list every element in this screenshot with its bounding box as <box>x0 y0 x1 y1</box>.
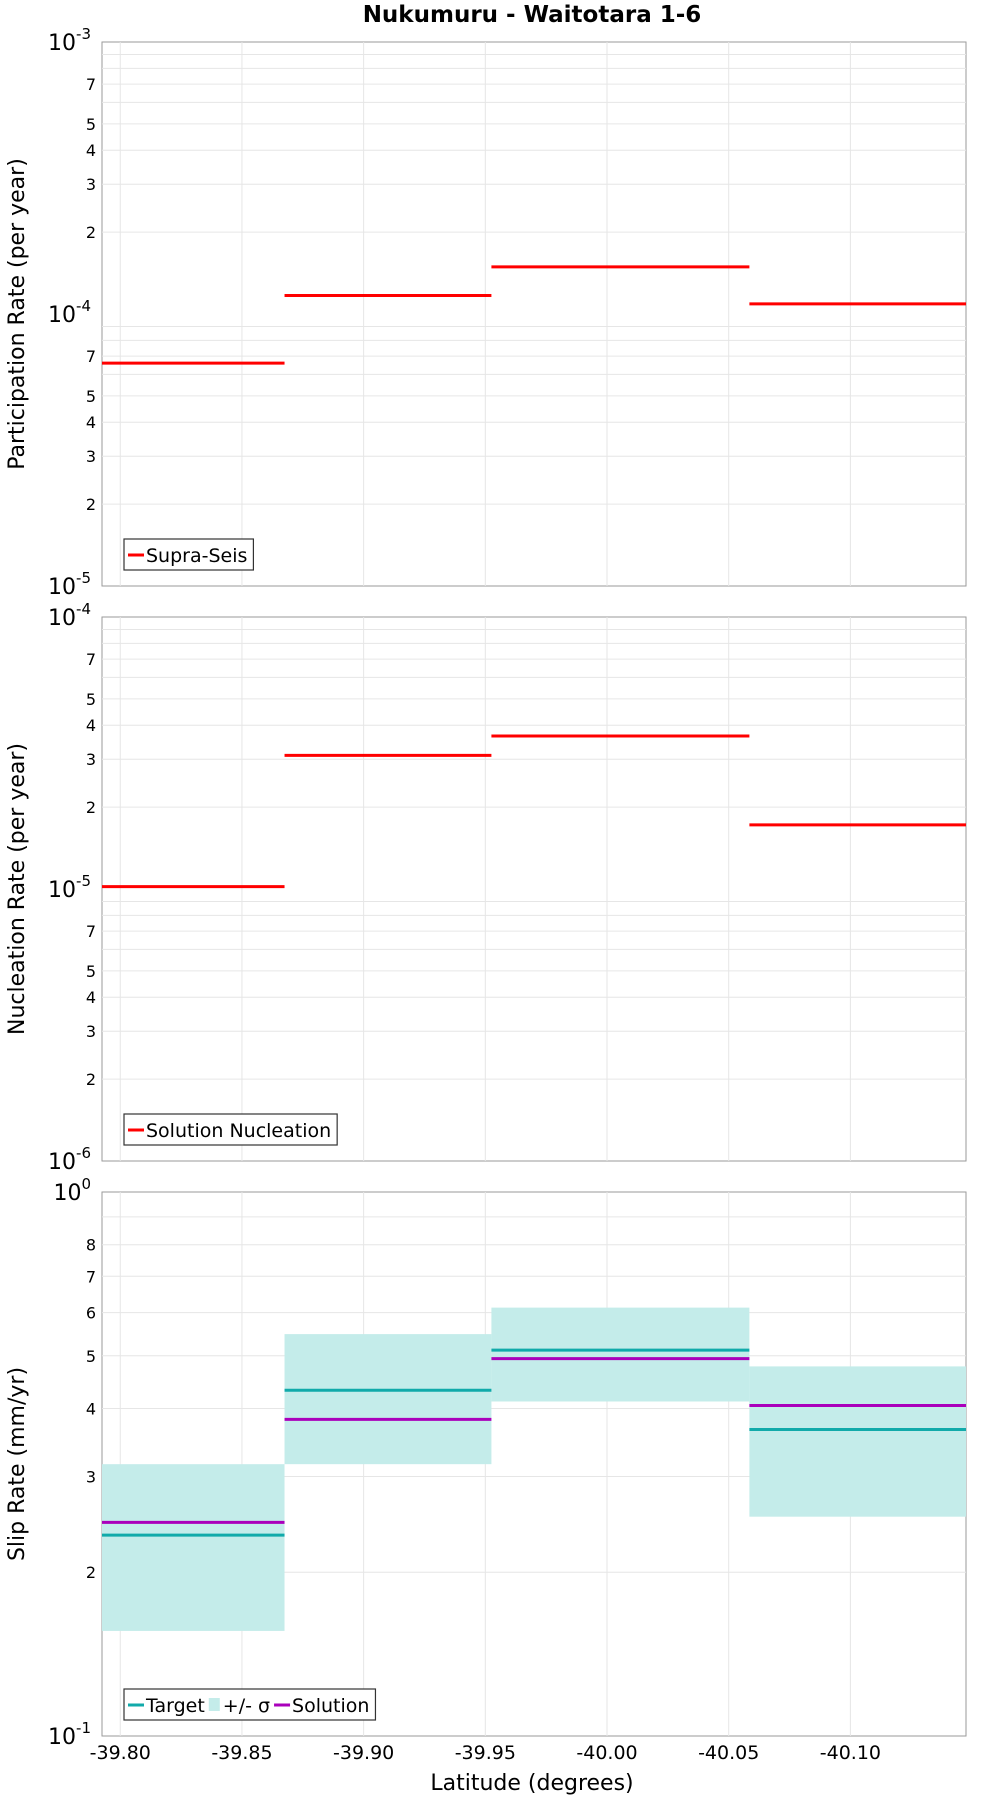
legend: Solution Nucleation <box>123 1113 338 1146</box>
legend-label: Solution Nucleation <box>146 1120 331 1142</box>
legend-label: Solution <box>292 1695 369 1717</box>
x-tick-label: -39.80 <box>90 1742 151 1764</box>
data-marks <box>102 1307 966 1631</box>
y-minor-tick-label: 3 <box>86 750 96 769</box>
legend: Supra-Seis <box>123 538 255 571</box>
y-minor-tick-label: 7 <box>86 347 96 366</box>
y-decade-tick-label: 100 <box>53 1175 91 1206</box>
y-decade-tick-label: 10-6 <box>48 1144 91 1175</box>
y-decade-exponent: -1 <box>76 1719 91 1737</box>
gridlines <box>102 42 966 586</box>
y-minor-tick-label: 2 <box>86 1070 96 1089</box>
legend-box <box>123 538 255 571</box>
y-minor-tick-label: 7 <box>86 75 96 94</box>
y-axis-label: Participation Rate (per year) <box>5 158 30 470</box>
y-decade-exponent: -3 <box>76 25 91 43</box>
y-minor-tick-label: 3 <box>86 175 96 194</box>
y-minor-tick-label: 4 <box>86 413 96 432</box>
y-decade-tick-label: 10-4 <box>48 600 91 631</box>
y-minor-tick-label: 2 <box>86 798 96 817</box>
y-decade-exponent: -5 <box>76 569 91 587</box>
y-minor-tick-label: 3 <box>86 447 96 466</box>
y-minor-tick-label: 7 <box>86 1267 96 1286</box>
y-axis-label: Nucleation Rate (per year) <box>5 743 30 1035</box>
gridlines <box>102 617 966 1161</box>
y-minor-tick-label: 3 <box>86 1022 96 1041</box>
sigma-band <box>284 1334 492 1465</box>
y-minor-tick-label: 4 <box>86 716 96 735</box>
y-minor-tick-label: 3 <box>86 1467 96 1486</box>
y-minor-tick-label: 2 <box>86 223 96 242</box>
y-minor-tick-label: 4 <box>86 1399 96 1418</box>
y-decade-exponent: -4 <box>76 297 91 315</box>
plot-area <box>101 41 967 587</box>
y-tick-labels: 10-4 10-5 10-6 7 5 4 3 2 7 5 4 3 2 <box>48 600 96 1175</box>
x-tick-label: -40.05 <box>698 1742 759 1764</box>
y-decade-tick-label: 10-5 <box>48 569 91 600</box>
plot-area <box>101 616 967 1162</box>
y-decade-tick-label: 10-3 <box>48 25 91 56</box>
x-tick-label: -39.90 <box>333 1742 394 1764</box>
x-tick-label: -40.00 <box>576 1742 637 1764</box>
data-marks <box>102 734 966 889</box>
y-minor-tick-label: 7 <box>86 650 96 669</box>
y-minor-tick-label: 5 <box>86 962 96 981</box>
y-minor-tick-label: 6 <box>86 1304 96 1323</box>
y-tick-labels: 10-3 10-4 10-5 7 5 4 3 2 7 5 4 3 2 <box>48 25 96 600</box>
legend-label: Supra-Seis <box>146 545 247 567</box>
y-tick-labels: 100 10-1 8 7 6 5 4 3 2 <box>48 1175 96 1750</box>
y-minor-tick-label: 2 <box>86 1563 96 1582</box>
sigma-band <box>491 1307 750 1402</box>
x-axis-label: Latitude (degrees) <box>430 1771 633 1796</box>
legend-label: Target <box>145 1695 205 1717</box>
y-axis-label: Slip Rate (mm/yr) <box>5 1367 30 1561</box>
legend-label: +/- σ <box>223 1695 270 1717</box>
y-decade-tick-label: 10-4 <box>48 297 91 328</box>
x-tick-label: -39.95 <box>455 1742 516 1764</box>
y-decade-exponent: -4 <box>76 600 91 618</box>
sigma-band <box>749 1366 966 1517</box>
y-minor-tick-label: 5 <box>86 1347 96 1366</box>
x-tick-labels: -39.80 -39.85 -39.90 -39.95 -40.00 -40.05 -40.… <box>90 1742 881 1764</box>
y-decade-tick-label: 10-5 <box>48 872 91 903</box>
sigma-band <box>102 1464 285 1631</box>
nucleation-panel: 10-4 10-5 10-6 7 5 4 3 2 7 5 4 3 2 Nucleation Rate (… <box>5 600 967 1175</box>
legend: Target +/- σ Solution <box>123 1688 377 1721</box>
y-decade-exponent: -5 <box>76 872 91 890</box>
slip-rate-panel: 100 10-1 8 7 6 5 4 3 2 Slip Rate (mm/yr) Target +… <box>5 1175 967 1750</box>
y-minor-tick-label: 7 <box>86 922 96 941</box>
y-decade-exponent: -6 <box>76 1144 91 1162</box>
data-marks <box>102 265 966 365</box>
y-decade-exponent: 0 <box>81 1175 91 1193</box>
y-minor-tick-label: 5 <box>86 115 96 134</box>
legend-box <box>123 1113 338 1146</box>
chart-title: Nukumuru - Waitotara 1-6 <box>363 2 702 28</box>
legend-box <box>123 1688 377 1721</box>
participation-panel: 10-3 10-4 10-5 7 5 4 3 2 7 5 4 3 2 Participation Rat… <box>5 25 967 600</box>
y-minor-tick-label: 4 <box>86 141 96 160</box>
y-minor-tick-label: 5 <box>86 387 96 406</box>
y-minor-tick-label: 8 <box>86 1236 96 1255</box>
x-tick-label: -39.85 <box>211 1742 272 1764</box>
y-decade-tick-label: 10-1 <box>48 1719 91 1750</box>
y-minor-tick-label: 4 <box>86 988 96 1007</box>
y-minor-tick-label: 5 <box>86 690 96 709</box>
y-minor-tick-label: 2 <box>86 495 96 514</box>
x-tick-label: -40.10 <box>820 1742 881 1764</box>
legend-swatch <box>208 1698 220 1711</box>
